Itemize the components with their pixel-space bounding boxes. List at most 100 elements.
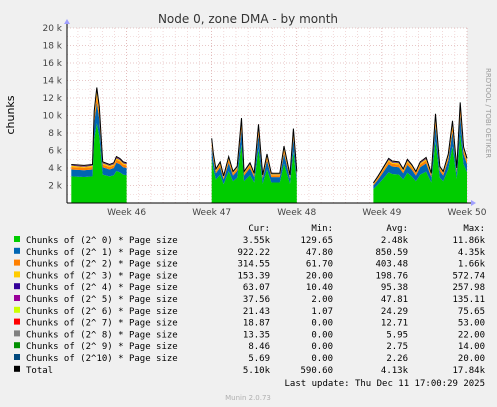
legend-value-cur: 8.46 — [248, 342, 270, 352]
legend-series-name: Chunks of (2^ 5) * Page size — [26, 295, 178, 305]
legend-swatch — [14, 271, 20, 278]
y-axis-arrow — [64, 19, 70, 24]
legend-value-min: 2.00 — [311, 295, 333, 305]
legend-value-avg: 2.26 — [386, 354, 408, 364]
series-area — [211, 144, 297, 203]
legend-value-max: 17.84k — [452, 366, 485, 376]
series-area — [71, 102, 127, 177]
legend-swatch — [14, 259, 20, 266]
y-tick-labels: 2 k 4 k 6 k 8 k 10 k 12 k 14 k 16 k 18 k 20 k — [42, 24, 62, 192]
legend-value-avg: 850.59 — [375, 248, 408, 258]
legend-value-min: 0.00 — [311, 342, 333, 352]
legend-value-max: 1.66k — [458, 260, 486, 270]
legend-value-min: 20.00 — [306, 271, 333, 281]
legend-header-max: Max: — [463, 224, 485, 234]
x-tick-label: Week 49 — [362, 208, 401, 218]
y-tick-label: 8 k — [48, 129, 63, 139]
series-area — [71, 123, 127, 203]
legend-value-max: 75.65 — [458, 307, 485, 317]
legend-value-cur: 13.35 — [243, 330, 270, 340]
legend-series-name: Chunks of (2^ 2) * Page size — [26, 260, 178, 270]
series-area — [71, 95, 127, 171]
legend-value-cur: 5.10k — [243, 366, 271, 376]
legend-series-name: Chunks of (2^ 4) * Page size — [26, 283, 178, 293]
legend-series-name: Chunks of (2^ 7) * Page size — [26, 319, 178, 329]
legend-value-avg: 95.38 — [381, 283, 408, 293]
y-tick-label: 4 k — [48, 164, 63, 174]
grid — [67, 27, 468, 203]
total-line — [71, 87, 127, 166]
y-tick-label: 2 k — [48, 182, 63, 192]
legend-value-cur: 314.55 — [237, 260, 270, 270]
legend-value-min: 1.07 — [311, 307, 333, 317]
legend-value-max: 11.86k — [452, 236, 485, 246]
legend-value-cur: 3.55k — [243, 236, 271, 246]
x-tick-labels: Week 46 Week 47 Week 48 Week 49 Week 50 — [107, 208, 487, 218]
legend-value-avg: 2.75 — [386, 342, 408, 352]
legend-value-avg: 2.48k — [381, 236, 409, 246]
x-tick-label: Week 47 — [192, 208, 231, 218]
legend-header-avg: Avg: — [386, 224, 408, 234]
legend-swatch — [14, 295, 20, 301]
total-line — [211, 118, 298, 177]
legend-value-min: 590.60 — [300, 366, 333, 376]
legend-series-name: Total — [26, 366, 53, 376]
legend-series-name: Chunks of (2^ 3) * Page size — [26, 271, 178, 281]
legend-value-avg: 24.29 — [381, 307, 408, 317]
graph-title: Node 0, zone DMA - by month — [158, 12, 338, 26]
legend-series-name: Chunks of (2^10) * Page size — [26, 354, 178, 364]
y-tick-label: 12 k — [42, 94, 62, 104]
series-area — [373, 133, 467, 203]
x-tick-label: Week 48 — [277, 208, 316, 218]
legend-swatch — [14, 330, 20, 337]
legend-value-max: 257.98 — [452, 283, 485, 293]
y-tick-label: 10 k — [42, 112, 62, 122]
legend-series-name: Chunks of (2^ 9) * Page size — [26, 342, 178, 352]
legend-swatch — [14, 236, 20, 242]
legend-value-max: 4.35k — [458, 248, 486, 258]
legend-value-avg: 4.13k — [381, 366, 409, 376]
legend-value-min: 0.00 — [311, 319, 333, 329]
legend: Cur: Min: Avg: Max: Chunks of (2^ 0) * Page … — [14, 224, 486, 376]
y-tick-label: 20 k — [42, 24, 62, 34]
y-tick-label: 14 k — [42, 77, 62, 87]
legend-value-min: 129.65 — [300, 236, 333, 246]
legend-swatch — [14, 365, 20, 372]
x-tick-label: Week 46 — [107, 208, 146, 218]
legend-value-max: 14.00 — [458, 342, 485, 352]
legend-value-max: 22.00 — [458, 330, 485, 340]
legend-value-avg: 403.48 — [375, 260, 408, 270]
total-line — [372, 102, 468, 184]
legend-value-avg: 47.81 — [381, 295, 408, 305]
series-area — [373, 115, 467, 190]
legend-value-cur: 63.07 — [243, 283, 270, 293]
y-tick-label: 16 k — [42, 59, 62, 69]
legend-value-max: 135.11 — [452, 295, 485, 305]
y-axis-label: chunks — [4, 95, 17, 134]
legend-series-name: Chunks of (2^ 1) * Page size — [26, 248, 178, 258]
legend-value-min: 0.00 — [311, 354, 333, 364]
axes — [64, 19, 476, 206]
legend-swatch — [14, 354, 20, 360]
legend-series-name: Chunks of (2^ 6) * Page size — [26, 307, 178, 317]
legend-header-cur: Cur: — [248, 224, 270, 234]
legend-value-max: 53.00 — [458, 319, 485, 329]
data-areas — [71, 87, 468, 203]
legend-value-avg: 198.76 — [375, 271, 408, 281]
legend-value-min: 47.80 — [306, 248, 333, 258]
x-tick-label: Week 50 — [448, 208, 487, 218]
legend-value-min: 0.00 — [311, 330, 333, 340]
legend-value-max: 572.74 — [452, 271, 485, 281]
legend-value-cur: 153.39 — [237, 271, 270, 281]
side-label: RRDTOOL / TOBI OETIKER — [484, 68, 492, 158]
legend-series-name: Chunks of (2^ 0) * Page size — [26, 236, 178, 246]
legend-swatch — [14, 283, 20, 290]
legend-series-name: Chunks of (2^ 8) * Page size — [26, 330, 178, 340]
legend-swatch — [14, 306, 20, 313]
legend-value-cur: 21.43 — [243, 307, 270, 317]
x-axis-arrow — [471, 200, 476, 206]
legend-value-avg: 12.71 — [381, 319, 408, 329]
legend-value-avg: 5.95 — [386, 330, 408, 340]
legend-value-min: 10.40 — [306, 283, 333, 293]
